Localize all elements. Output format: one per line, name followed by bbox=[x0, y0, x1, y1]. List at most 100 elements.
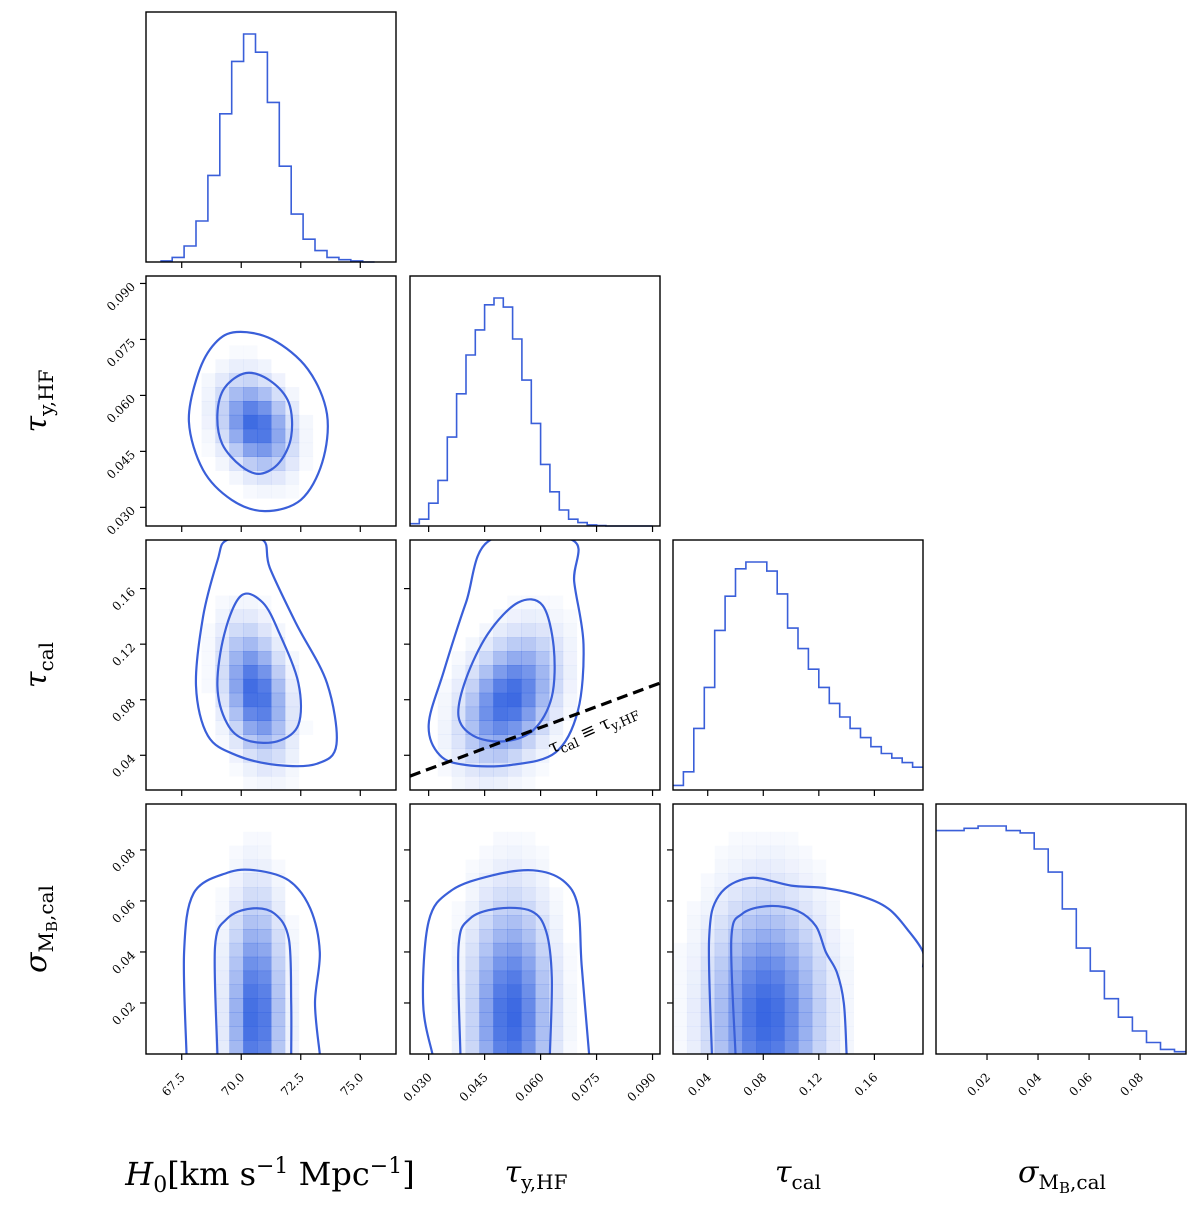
density-cell bbox=[243, 651, 258, 666]
density-cell bbox=[700, 887, 716, 902]
x-tick-label-H0: 72.5 bbox=[278, 1070, 307, 1099]
density-cell bbox=[215, 970, 230, 985]
x-tick-label-H0: 67.5 bbox=[159, 1070, 188, 1099]
density-cell bbox=[784, 832, 798, 846]
density-cell bbox=[229, 845, 244, 860]
density-cell bbox=[784, 1026, 799, 1041]
density-cell bbox=[215, 942, 230, 958]
density-cell bbox=[479, 1026, 494, 1041]
density-cell bbox=[271, 651, 286, 666]
density-cell bbox=[535, 706, 550, 721]
density-cell bbox=[521, 998, 536, 1013]
panel-frame bbox=[409, 803, 661, 1055]
density-cell bbox=[243, 915, 258, 930]
panel-content bbox=[421, 831, 591, 1054]
density-cell bbox=[563, 943, 577, 957]
density-cell bbox=[798, 998, 813, 1013]
density-cell bbox=[229, 609, 244, 624]
contour-inner bbox=[457, 598, 556, 743]
density-cell bbox=[243, 665, 258, 680]
density-cell bbox=[798, 873, 813, 888]
density-cell bbox=[700, 1012, 716, 1027]
density-cell bbox=[562, 665, 578, 680]
density-cell bbox=[714, 942, 729, 958]
density-cell bbox=[756, 998, 771, 1013]
density-cell bbox=[811, 873, 827, 888]
density-cell bbox=[742, 845, 757, 860]
contour-inner bbox=[213, 907, 293, 1054]
density-cell bbox=[673, 1040, 688, 1054]
panel-frame bbox=[145, 803, 397, 1055]
density-cell bbox=[437, 762, 453, 777]
density-cell bbox=[243, 873, 258, 888]
density-cell bbox=[271, 678, 286, 694]
density-cell bbox=[798, 915, 813, 930]
density-cell bbox=[700, 929, 716, 944]
x-tick-label-tau_y_HF: 0.030 bbox=[401, 1070, 435, 1104]
density-cell bbox=[493, 748, 508, 763]
density-cell bbox=[243, 762, 258, 777]
density-cell bbox=[562, 1026, 578, 1041]
density-cell bbox=[257, 373, 272, 388]
density-cell bbox=[562, 692, 578, 708]
density-cell bbox=[548, 942, 564, 958]
density-cell bbox=[770, 845, 785, 860]
density-cell bbox=[535, 734, 550, 749]
density-cell bbox=[229, 956, 244, 972]
density-cell bbox=[201, 678, 216, 694]
density-cell bbox=[562, 1040, 578, 1054]
density-cell bbox=[451, 665, 466, 680]
density-cell bbox=[437, 720, 453, 735]
density-cell bbox=[479, 623, 494, 638]
density-cell bbox=[742, 887, 757, 902]
density-cell bbox=[257, 442, 272, 457]
density-cell bbox=[756, 1040, 771, 1054]
density-cell bbox=[535, 887, 550, 902]
density-cell bbox=[465, 887, 480, 902]
density-cell bbox=[811, 1026, 827, 1041]
x-tick-label-sigma_MB_cal: 0.08 bbox=[1117, 1070, 1146, 1099]
density-cell bbox=[535, 637, 550, 652]
density-cell bbox=[728, 901, 743, 916]
density-cell bbox=[493, 915, 508, 930]
density-cell bbox=[798, 1040, 813, 1054]
density-cell bbox=[479, 901, 494, 916]
density-cell bbox=[715, 846, 729, 860]
axis-title-tau_cal: τcal bbox=[775, 1155, 821, 1194]
density-cell bbox=[686, 1040, 702, 1054]
density-cell bbox=[535, 846, 549, 860]
density-cell bbox=[714, 929, 729, 944]
density-cell bbox=[201, 401, 216, 416]
density-cell bbox=[229, 359, 244, 374]
density-cell bbox=[229, 692, 244, 708]
density-cell bbox=[215, 1012, 230, 1027]
x-tick-label-tau_cal: 0.08 bbox=[741, 1070, 770, 1099]
density-cell bbox=[243, 637, 258, 652]
density-cell bbox=[271, 373, 286, 388]
density-cell bbox=[229, 401, 244, 416]
scatter-panel-tau_y_HF-tau_cal: τcal ≡ τy,HF bbox=[404, 539, 661, 796]
density-cell bbox=[811, 970, 827, 985]
density-cell bbox=[229, 915, 244, 930]
density-cell bbox=[257, 692, 272, 708]
density-cell bbox=[271, 1026, 286, 1041]
density-cell bbox=[548, 609, 564, 624]
density-cell bbox=[257, 456, 272, 471]
density-cell bbox=[257, 942, 272, 958]
density-cell bbox=[535, 1040, 550, 1054]
density-cell bbox=[742, 956, 757, 972]
density-cell bbox=[479, 706, 494, 721]
density-cell bbox=[770, 929, 785, 944]
density-cell bbox=[770, 1026, 785, 1041]
density-cell bbox=[728, 887, 743, 902]
density-cell bbox=[243, 484, 258, 499]
density-cell bbox=[507, 873, 522, 888]
hist-panel-tau_cal bbox=[672, 539, 924, 796]
x-axis-titles: H0[km s−1 Mpc−1] τy,HF τcal σMB,cal bbox=[124, 1154, 1106, 1198]
density-cell bbox=[229, 637, 244, 652]
density-cell bbox=[284, 387, 300, 402]
density-cell bbox=[257, 651, 272, 666]
density-cell bbox=[201, 637, 216, 652]
density-cell bbox=[451, 1040, 466, 1054]
density-cell bbox=[465, 984, 480, 999]
